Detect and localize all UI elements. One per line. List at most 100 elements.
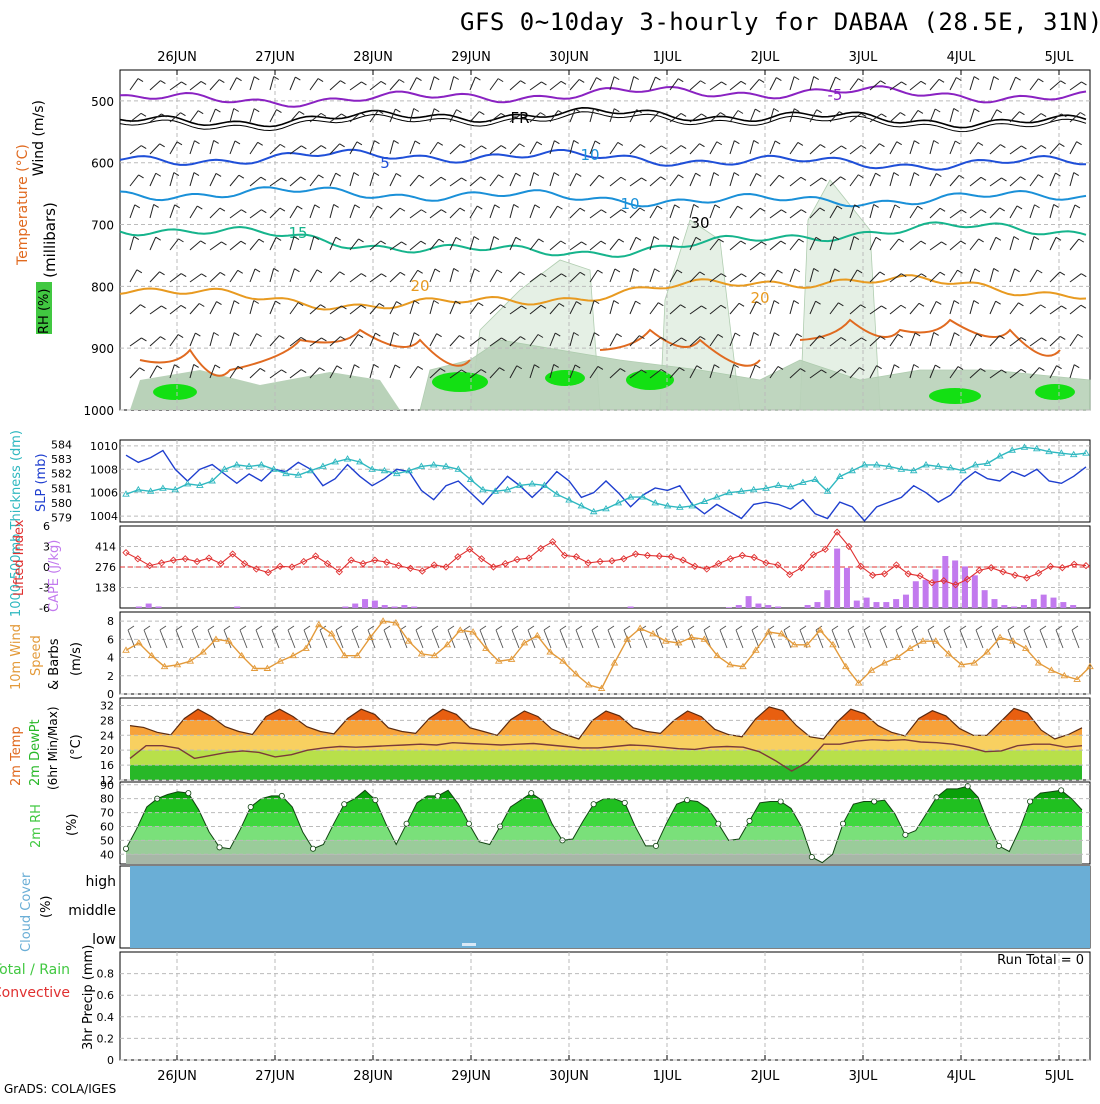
- wind-speed-point: [315, 620, 323, 628]
- wind-barb: [709, 141, 718, 155]
- wind-barb-flag: [1076, 141, 1082, 146]
- wind-barb-10m: [1039, 629, 1048, 649]
- rh-shading: [130, 370, 400, 410]
- wind-barb: [289, 337, 302, 347]
- thickness-point: [872, 461, 881, 468]
- thickness-point: [749, 485, 758, 493]
- wind-barb: [229, 140, 236, 155]
- wind-barb-flag: [773, 108, 779, 112]
- wind-barb: [609, 142, 619, 155]
- wind-barb: [989, 268, 995, 283]
- temp-tick-label: 16: [100, 759, 114, 772]
- wind-barb: [189, 81, 202, 91]
- thickness-point: [159, 484, 167, 491]
- rh-band: [126, 812, 1082, 827]
- wind-barb-10m-flag: [335, 625, 343, 631]
- wind-barb-flag: [516, 365, 523, 370]
- wind-barb: [309, 304, 321, 315]
- wind-barb: [249, 268, 256, 283]
- wind-speed-point: [700, 635, 709, 642]
- wind-barb-10m-flag: [1039, 625, 1047, 631]
- wind-barb: [789, 368, 801, 379]
- thickness-point: [676, 503, 684, 510]
- wind-barb-10m-flag: [415, 625, 423, 631]
- wind-barb-flag: [560, 240, 566, 245]
- wind-barb: [549, 80, 562, 91]
- wind-barb-flag: [159, 271, 165, 276]
- wind-barb-flag: [858, 78, 864, 83]
- wind-barb: [429, 209, 442, 219]
- wind-barb: [149, 113, 162, 123]
- wind-barb-flag: [360, 273, 367, 278]
- wind-barb-flag: [613, 76, 620, 81]
- wind-barb-flag: [297, 205, 303, 210]
- wind-barb: [829, 369, 842, 379]
- wind-speed-point: [456, 626, 464, 633]
- wind-barb-flag: [901, 81, 907, 86]
- wind-barb-flag: [660, 369, 667, 373]
- wind-barb-flag: [681, 337, 687, 342]
- wind-barb: [129, 112, 142, 123]
- wind-barb: [509, 336, 521, 347]
- wind-barb: [249, 238, 260, 251]
- wind-barb: [289, 236, 295, 251]
- wind-barb: [989, 369, 1002, 379]
- y-tick-label: 700: [91, 219, 114, 233]
- wind-barb-flag: [661, 145, 667, 150]
- wind-barb-flag: [378, 303, 385, 307]
- wind-barb: [529, 81, 542, 91]
- wind-barb-flag: [761, 241, 767, 246]
- wind-barb-10m: [847, 629, 856, 649]
- wind-barb-flag: [520, 80, 526, 85]
- wind-speed-point: [225, 637, 233, 644]
- wind-barb-10m: [911, 629, 920, 649]
- wind-barb: [749, 108, 756, 123]
- wind-barb-flag: [433, 300, 439, 304]
- thickness-point: [442, 462, 450, 469]
- wind-barb-flag: [800, 368, 806, 372]
- wind-barb-flag: [474, 268, 480, 273]
- wind-barb: [409, 140, 416, 155]
- y-axis-label: (millibars): [41, 202, 59, 278]
- wind-barb-flag: [238, 174, 245, 179]
- wind-barb: [589, 209, 602, 219]
- wind-barb-flag: [815, 236, 822, 241]
- wind-barb-flag: [500, 145, 507, 149]
- wind-barb-flag: [213, 332, 219, 336]
- cloud-tick-label: high: [85, 874, 116, 890]
- wind-barb: [669, 204, 676, 219]
- wind-barb-flag: [176, 141, 183, 146]
- wind-barb-10m: [143, 629, 152, 649]
- wind-speed-point: [790, 640, 799, 648]
- wind-barb: [909, 80, 922, 91]
- wind-barb-flag: [237, 269, 243, 274]
- wind-barb-flag: [373, 172, 380, 177]
- wind-barb-flag: [536, 141, 543, 146]
- wind-barb-10m-flag: [543, 625, 551, 631]
- wind-barb: [969, 238, 980, 251]
- wind-barb: [909, 140, 915, 155]
- wind-barb-flag: [720, 273, 727, 278]
- wind-barb-flag: [399, 271, 406, 276]
- wind-barb: [309, 145, 322, 155]
- wind-barb: [469, 76, 476, 91]
- wind-barb: [489, 337, 502, 347]
- wind-barb-flag: [437, 141, 444, 146]
- wind-barb: [129, 337, 142, 347]
- wind-barb-flag: [541, 81, 547, 86]
- wind-barb: [329, 305, 342, 315]
- wind-barb-flag: [639, 207, 646, 212]
- wind-barb-flag: [1059, 143, 1065, 148]
- isotherm--5: [119, 85, 1087, 108]
- wind-barb-flag: [219, 207, 226, 212]
- thickness-tick-label: 582: [51, 468, 72, 481]
- wind-barb-10m: [975, 629, 984, 649]
- lifted-tick-label: -6: [39, 602, 50, 615]
- wind-barb: [829, 205, 838, 219]
- wind-barb-flag: [861, 337, 867, 342]
- wind-speed-point: [250, 664, 259, 671]
- wind-barb-flag: [1081, 273, 1087, 278]
- wind-barb-flag: [821, 177, 827, 182]
- wind-barb-flag: [215, 108, 221, 113]
- wind-barb-10m-flag: [559, 625, 567, 631]
